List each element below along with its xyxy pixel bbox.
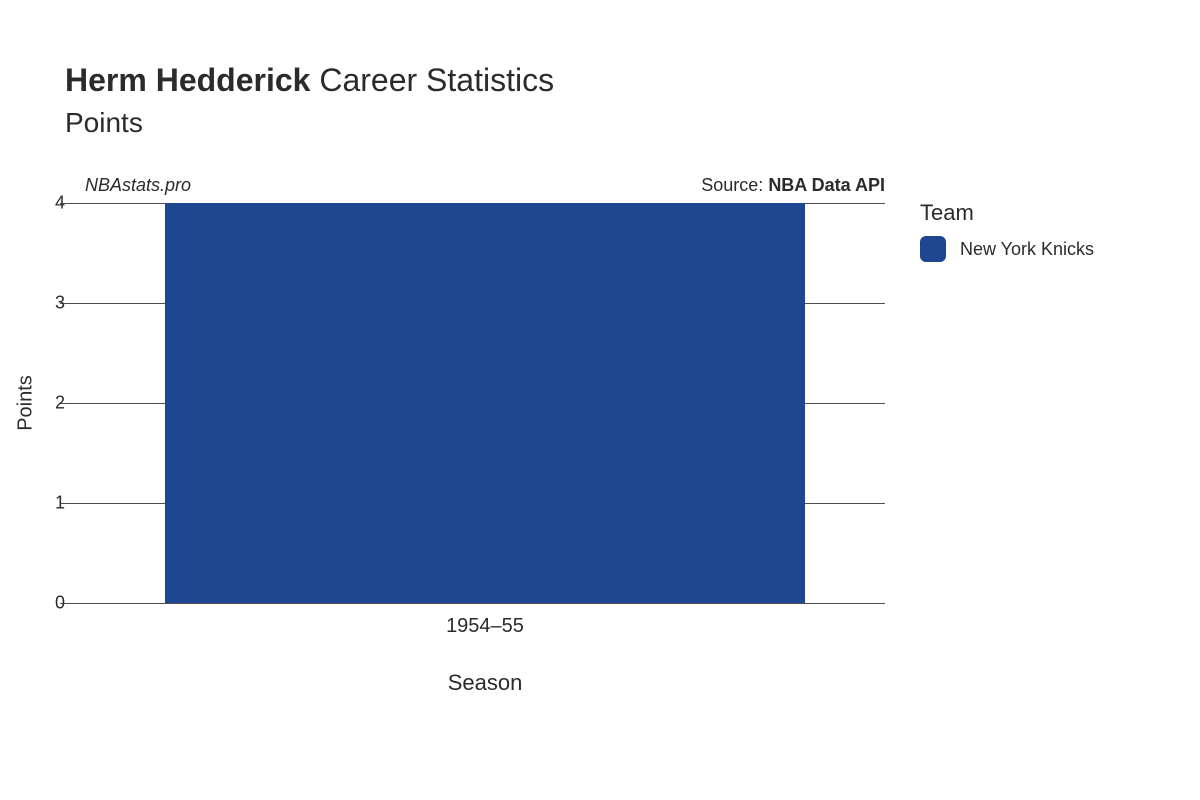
legend-swatch [920,236,946,262]
player-name: Herm Hedderick [65,62,310,98]
y-axis-title: Points [15,375,38,431]
title-suffix: Career Statistics [319,62,554,98]
legend-label: New York Knicks [960,239,1094,260]
x-axis-title: Season [448,670,523,696]
chart-subtitle: Points [65,107,554,139]
source-name: NBA Data API [768,175,885,195]
source-prefix: Source: [701,175,768,195]
ytick-label: 3 [25,293,65,314]
source-attribution: Source: NBA Data API [701,175,885,196]
title-block: Herm Hedderick Career Statistics Points [65,62,554,139]
chart-container: Herm Hedderick Career Statistics Points … [0,0,1200,800]
gridline [60,603,885,604]
legend-title: Team [920,200,1094,226]
legend-item: New York Knicks [920,236,1094,262]
bar [165,203,805,603]
xtick-label: 1954–55 [446,615,524,638]
ytick-label: 1 [25,493,65,514]
legend-items: New York Knicks [920,236,1094,262]
ytick-label: 4 [25,193,65,214]
attribution-row: NBAstats.pro Source: NBA Data API [85,175,885,196]
ytick-label: 0 [25,593,65,614]
site-attribution: NBAstats.pro [85,175,191,196]
chart-title: Herm Hedderick Career Statistics [65,62,554,99]
legend: Team New York Knicks [920,200,1094,262]
plot-area: 01234 [85,203,885,603]
